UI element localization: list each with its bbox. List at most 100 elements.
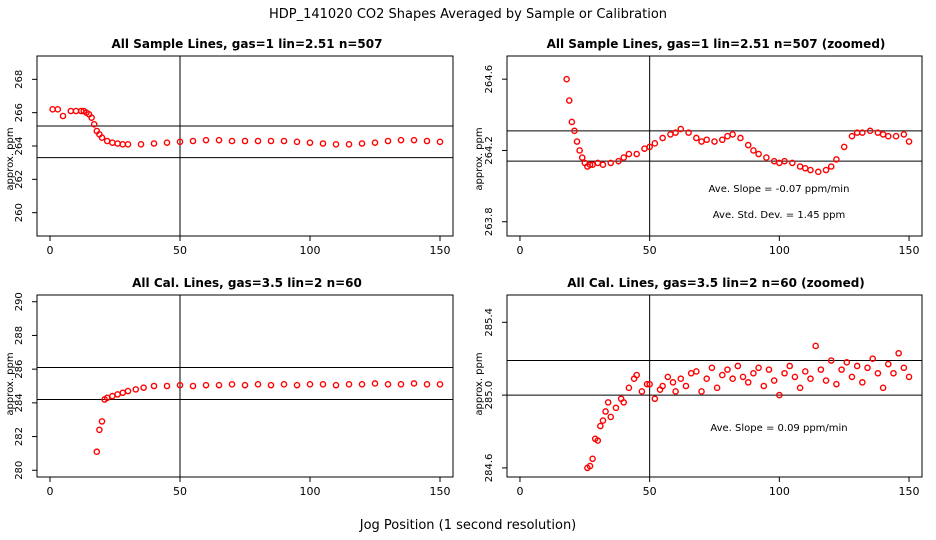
data-point: [565, 97, 573, 104]
data-point: [633, 150, 640, 158]
y-tick-label: 264: [14, 136, 25, 155]
data-point: [254, 137, 262, 145]
data-point: [711, 138, 718, 145]
data-point: [693, 134, 700, 142]
y-tick-label: 266: [14, 103, 25, 122]
data-point: [848, 373, 856, 381]
data-point: [98, 418, 106, 425]
x-tick-label: 150: [899, 485, 920, 498]
data-point: [677, 375, 685, 383]
data-point: [109, 139, 116, 146]
data-point: [319, 140, 327, 147]
data-point: [93, 448, 101, 456]
y-tick-label: 260: [14, 203, 25, 222]
data-point: [96, 426, 103, 434]
data-point: [677, 125, 685, 133]
data-point: [586, 462, 594, 470]
plot-frame: [36, 294, 454, 478]
data-point: [397, 381, 405, 388]
data-point: [620, 154, 628, 161]
data-point: [599, 417, 607, 424]
data-point: [90, 121, 98, 128]
x-tick-label: 50: [643, 485, 657, 498]
data-point: [833, 156, 840, 163]
data-point: [838, 366, 845, 373]
data-point: [436, 381, 444, 388]
data-point: [667, 131, 674, 138]
x-tick-label: 0: [516, 244, 523, 257]
data-point: [137, 141, 145, 148]
data-point: [241, 381, 249, 389]
plot-frame: [506, 55, 923, 237]
x-tick-label: 150: [430, 244, 451, 257]
data-point: [739, 373, 747, 381]
data-point: [859, 379, 866, 386]
data-point: [708, 364, 716, 372]
x-tick-label: 150: [430, 485, 451, 498]
data-point: [620, 399, 628, 406]
data-point: [718, 136, 726, 144]
data-point: [822, 166, 830, 174]
data-point: [840, 143, 848, 151]
data-point: [371, 139, 379, 146]
data-point: [664, 373, 672, 381]
data-point: [358, 140, 366, 147]
data-point: [827, 357, 835, 364]
data-point: [589, 455, 596, 463]
data-point: [693, 368, 700, 375]
y-tick-label: 280: [14, 461, 25, 480]
data-point: [879, 131, 887, 138]
x-axis-label: Jog Position (1 second resolution): [359, 518, 577, 533]
panel-sample-lines: All Sample Lines, gas=1 lin=2.51 n=507 a…: [5, 37, 454, 257]
data-point: [755, 150, 762, 158]
data-point: [859, 129, 866, 136]
plot-frame: [506, 294, 923, 478]
data-point: [812, 342, 819, 350]
data-point: [827, 163, 835, 170]
data-point: [293, 138, 301, 146]
data-point: [776, 391, 783, 399]
y-tick-label: 284: [14, 393, 25, 412]
data-point: [801, 164, 809, 172]
data-point: [150, 382, 158, 390]
y-tick-label: 288: [14, 326, 25, 345]
data-point: [659, 134, 666, 142]
data-point: [724, 366, 731, 373]
data-point: [866, 127, 874, 135]
data-point: [669, 379, 677, 386]
data-point: [633, 371, 640, 379]
x-tick-label: 150: [899, 244, 920, 257]
data-point: [729, 131, 736, 138]
data-point: [884, 132, 892, 140]
data-point: [879, 384, 887, 392]
data-point: [687, 369, 695, 377]
y-axis-label: approx. ppm: [474, 127, 485, 190]
data-point: [895, 349, 902, 357]
data-point: [682, 382, 690, 390]
data-point: [737, 134, 744, 142]
data-point: [410, 380, 418, 387]
y-tick-label: 284.6: [484, 454, 495, 483]
data-point: [109, 392, 116, 400]
x-tick-label: 100: [769, 485, 790, 498]
data-point: [615, 157, 622, 165]
data-point: [332, 381, 340, 389]
data-point: [332, 141, 340, 148]
data-point: [651, 140, 659, 147]
data-point: [843, 359, 851, 366]
data-point: [267, 381, 275, 389]
figure-title: HDP_141020 CO2 Shapes Averaged by Sample…: [269, 7, 667, 22]
data-point: [371, 380, 379, 387]
data-point: [713, 384, 721, 392]
data-point: [900, 364, 908, 372]
data-point: [176, 381, 184, 389]
data-point: [280, 137, 288, 145]
data-point: [822, 377, 830, 384]
data-point: [306, 381, 314, 388]
data-point: [796, 163, 804, 170]
data-point: [848, 132, 856, 140]
data-point: [625, 384, 633, 392]
data-point: [638, 388, 646, 395]
data-point: [163, 139, 171, 146]
